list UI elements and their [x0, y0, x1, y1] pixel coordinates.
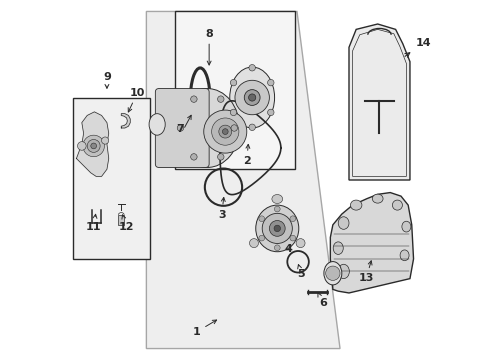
Circle shape	[268, 80, 274, 86]
Text: 13: 13	[359, 261, 374, 283]
Circle shape	[87, 139, 100, 152]
Circle shape	[249, 64, 255, 71]
FancyBboxPatch shape	[155, 89, 209, 167]
Ellipse shape	[249, 239, 258, 248]
Ellipse shape	[333, 242, 343, 255]
Text: 5: 5	[297, 265, 305, 279]
Text: 3: 3	[218, 198, 225, 220]
Circle shape	[91, 143, 97, 149]
Bar	[175, 12, 295, 169]
Circle shape	[248, 94, 256, 101]
Text: 14: 14	[405, 37, 431, 57]
Polygon shape	[147, 12, 340, 348]
Text: 8: 8	[205, 28, 213, 65]
Circle shape	[212, 118, 239, 145]
Ellipse shape	[372, 194, 383, 203]
Circle shape	[177, 125, 184, 131]
Ellipse shape	[230, 67, 274, 128]
Circle shape	[219, 125, 232, 138]
Polygon shape	[330, 193, 414, 293]
Circle shape	[290, 216, 295, 222]
Circle shape	[204, 110, 247, 153]
Circle shape	[326, 266, 340, 280]
Polygon shape	[76, 112, 109, 176]
Circle shape	[245, 90, 260, 105]
Circle shape	[101, 137, 109, 144]
Text: 2: 2	[243, 144, 251, 166]
Text: 7: 7	[176, 123, 184, 134]
Circle shape	[268, 109, 274, 116]
Circle shape	[222, 129, 228, 134]
Polygon shape	[349, 24, 410, 180]
Bar	[73, 98, 150, 259]
Text: 9: 9	[103, 72, 111, 82]
Ellipse shape	[296, 239, 305, 248]
Circle shape	[83, 135, 104, 157]
Polygon shape	[122, 114, 130, 128]
Text: 6: 6	[318, 293, 327, 308]
Circle shape	[191, 96, 197, 102]
Circle shape	[249, 124, 255, 131]
Circle shape	[231, 125, 238, 131]
Ellipse shape	[350, 200, 362, 210]
Circle shape	[218, 154, 224, 160]
Circle shape	[274, 225, 280, 231]
Text: 11: 11	[86, 214, 101, 232]
Circle shape	[270, 221, 285, 236]
Circle shape	[191, 154, 197, 160]
Ellipse shape	[149, 114, 165, 135]
Ellipse shape	[256, 205, 299, 252]
Ellipse shape	[338, 264, 349, 279]
Circle shape	[230, 80, 237, 86]
Text: 4: 4	[279, 232, 292, 255]
Ellipse shape	[400, 250, 409, 261]
Circle shape	[259, 235, 265, 241]
Circle shape	[218, 96, 224, 102]
Circle shape	[230, 109, 237, 116]
Circle shape	[262, 213, 293, 243]
Ellipse shape	[175, 89, 240, 167]
Ellipse shape	[392, 200, 402, 210]
Circle shape	[235, 80, 270, 115]
Ellipse shape	[338, 217, 349, 229]
Circle shape	[77, 141, 86, 150]
Bar	[119, 215, 124, 225]
Circle shape	[290, 235, 295, 241]
Ellipse shape	[272, 194, 283, 203]
Ellipse shape	[324, 262, 342, 285]
Text: 10: 10	[128, 88, 145, 112]
Ellipse shape	[402, 221, 411, 232]
Circle shape	[274, 245, 280, 251]
Text: 1: 1	[193, 320, 217, 337]
Text: 12: 12	[119, 215, 134, 232]
Circle shape	[274, 206, 280, 212]
Circle shape	[259, 216, 265, 222]
